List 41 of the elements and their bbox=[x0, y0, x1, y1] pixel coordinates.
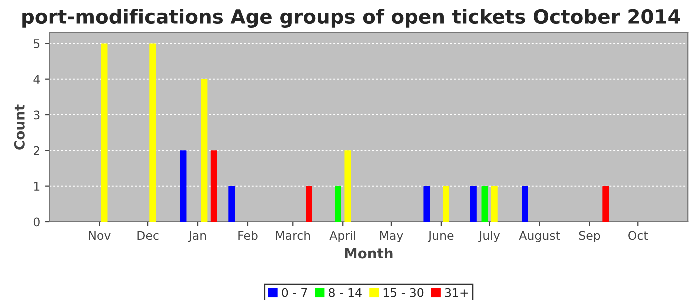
y-tick-label: 5 bbox=[34, 40, 40, 48]
bar bbox=[201, 79, 208, 222]
bar bbox=[335, 186, 342, 222]
bar bbox=[101, 44, 108, 222]
bar bbox=[150, 44, 156, 222]
x-tick-label: July bbox=[478, 231, 500, 242]
bar bbox=[210, 150, 218, 222]
bar bbox=[443, 186, 450, 222]
y-tick-label: 4 bbox=[34, 75, 40, 84]
bar bbox=[306, 186, 312, 222]
y-tick-label: 0 bbox=[34, 218, 40, 227]
y-axis-title: Count bbox=[14, 104, 25, 150]
bar bbox=[180, 150, 187, 222]
x-tick-label: Nov bbox=[89, 231, 111, 240]
x-tick-label: Feb bbox=[238, 231, 258, 240]
bar bbox=[424, 186, 430, 222]
bar bbox=[522, 186, 528, 222]
x-axis-title: Month bbox=[345, 248, 393, 259]
x-tick-label: Sep bbox=[579, 231, 600, 242]
x-tick-label: Dec bbox=[138, 231, 159, 240]
bar bbox=[228, 186, 236, 222]
bar bbox=[482, 186, 488, 222]
bar bbox=[470, 186, 477, 222]
bar bbox=[344, 150, 352, 222]
legend-label: 15 - 30 bbox=[384, 288, 424, 298]
x-tick-label: Jan bbox=[188, 231, 206, 242]
x-tick-label: March bbox=[276, 231, 310, 240]
x-tick-label: April bbox=[330, 231, 356, 242]
legend-label: 8 - 14 bbox=[329, 288, 362, 298]
legend-label: 31+ bbox=[445, 288, 468, 298]
y-tick-label: 1 bbox=[34, 182, 40, 191]
legend-label: 0 - 7 bbox=[282, 288, 308, 298]
x-tick-label: May bbox=[380, 231, 404, 242]
chart-title: port-modifications Age groups of open tickets October 2014 bbox=[22, 9, 680, 28]
bar bbox=[491, 186, 498, 222]
bar bbox=[602, 186, 610, 222]
x-tick-label: June bbox=[428, 231, 454, 242]
y-tick-label: 2 bbox=[34, 146, 40, 156]
y-tick-label: 3 bbox=[34, 110, 40, 120]
x-tick-label: August bbox=[519, 231, 560, 242]
x-tick-label: Oct bbox=[628, 231, 648, 240]
